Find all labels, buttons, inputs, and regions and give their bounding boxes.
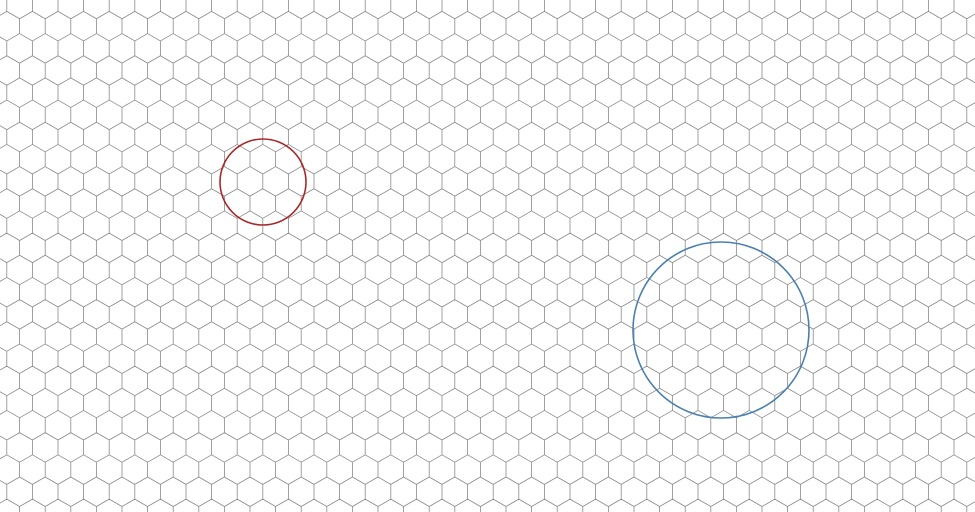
large-blue-circle[interactable] xyxy=(632,241,810,419)
small-red-circle[interactable] xyxy=(219,138,307,226)
